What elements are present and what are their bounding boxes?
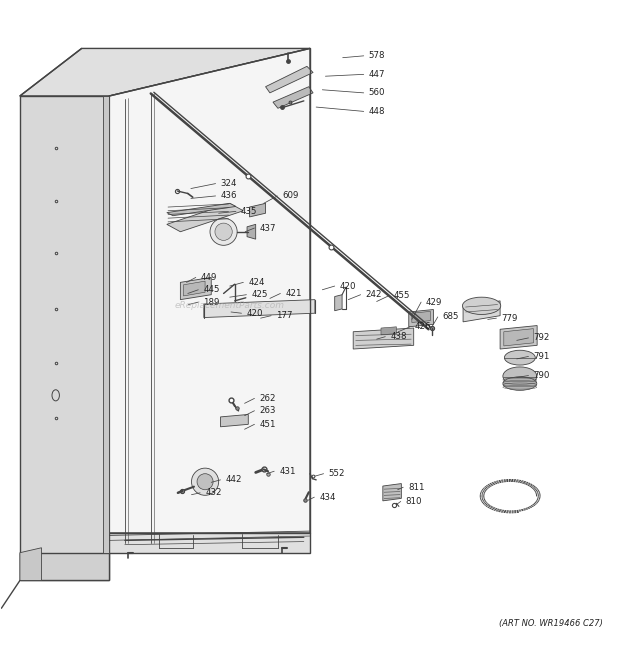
Polygon shape (104, 96, 109, 553)
Text: 578: 578 (369, 52, 385, 60)
Text: 560: 560 (369, 89, 385, 97)
Polygon shape (504, 329, 533, 346)
Polygon shape (265, 66, 313, 93)
Text: 242: 242 (366, 290, 382, 299)
Polygon shape (335, 295, 342, 311)
Polygon shape (20, 548, 42, 580)
Text: 431: 431 (279, 467, 296, 476)
Text: 177: 177 (276, 311, 293, 320)
Text: 790: 790 (533, 371, 550, 380)
Text: 424: 424 (248, 278, 265, 287)
Text: 432: 432 (205, 488, 221, 497)
Text: 436: 436 (221, 192, 237, 200)
Ellipse shape (463, 297, 501, 315)
Text: 455: 455 (393, 292, 410, 301)
Text: 685: 685 (443, 313, 459, 321)
Polygon shape (247, 224, 255, 239)
Polygon shape (463, 301, 500, 322)
Polygon shape (20, 48, 310, 96)
Text: 438: 438 (390, 332, 407, 341)
Polygon shape (221, 414, 248, 427)
Polygon shape (167, 204, 236, 215)
Polygon shape (20, 553, 109, 580)
Polygon shape (500, 326, 537, 349)
Text: 451: 451 (259, 420, 276, 429)
Text: 262: 262 (259, 394, 276, 403)
Text: 421: 421 (285, 289, 302, 298)
Ellipse shape (503, 367, 537, 385)
Polygon shape (409, 309, 433, 327)
Text: 263: 263 (259, 407, 276, 415)
Text: 435: 435 (241, 207, 257, 216)
Text: 324: 324 (221, 179, 237, 188)
Text: 609: 609 (282, 192, 299, 200)
Polygon shape (109, 533, 310, 553)
Polygon shape (167, 204, 243, 232)
Text: 426: 426 (415, 323, 432, 331)
Circle shape (197, 474, 213, 490)
Text: eReplacementParts.com: eReplacementParts.com (175, 301, 285, 310)
Text: 811: 811 (408, 483, 425, 492)
Polygon shape (383, 484, 401, 501)
Text: 429: 429 (426, 297, 443, 307)
Text: 791: 791 (533, 352, 550, 361)
Polygon shape (249, 204, 265, 217)
Polygon shape (180, 278, 211, 299)
Text: 448: 448 (369, 107, 385, 116)
Polygon shape (412, 311, 430, 323)
Text: 442: 442 (226, 475, 242, 485)
Text: 445: 445 (203, 286, 219, 294)
Ellipse shape (503, 377, 537, 391)
Polygon shape (109, 48, 310, 533)
Polygon shape (20, 96, 109, 580)
Text: 420: 420 (340, 282, 356, 291)
Circle shape (192, 468, 219, 495)
Ellipse shape (505, 350, 535, 365)
Text: 449: 449 (201, 273, 217, 282)
Text: 425: 425 (251, 290, 268, 299)
Text: 810: 810 (405, 497, 422, 506)
Text: 189: 189 (203, 297, 219, 307)
Text: 792: 792 (533, 333, 550, 342)
Circle shape (210, 218, 237, 245)
Polygon shape (204, 299, 315, 317)
Circle shape (215, 223, 232, 241)
Text: 552: 552 (329, 469, 345, 478)
Text: (ART NO. WR19466 C27): (ART NO. WR19466 C27) (499, 619, 603, 628)
Polygon shape (273, 87, 313, 108)
Polygon shape (184, 281, 205, 296)
Text: 447: 447 (369, 70, 385, 79)
Text: 420: 420 (246, 309, 263, 318)
Text: 437: 437 (259, 223, 276, 233)
Text: 779: 779 (502, 314, 518, 323)
Polygon shape (353, 328, 414, 349)
Text: 434: 434 (319, 492, 336, 502)
Polygon shape (381, 327, 396, 335)
